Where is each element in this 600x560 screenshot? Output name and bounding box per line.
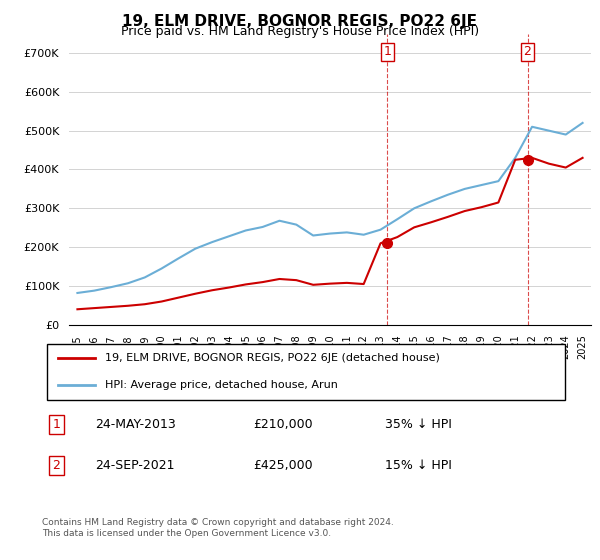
Text: Contains HM Land Registry data © Crown copyright and database right 2024.
This d: Contains HM Land Registry data © Crown c… [42, 518, 394, 538]
Text: 2: 2 [53, 459, 61, 472]
Text: HPI: Average price, detached house, Arun: HPI: Average price, detached house, Arun [106, 380, 338, 390]
Text: 2: 2 [524, 45, 532, 58]
Text: 1: 1 [383, 45, 391, 58]
Text: 15% ↓ HPI: 15% ↓ HPI [385, 459, 452, 472]
Text: 1: 1 [53, 418, 61, 431]
Text: 24-MAY-2013: 24-MAY-2013 [95, 418, 176, 431]
Text: 19, ELM DRIVE, BOGNOR REGIS, PO22 6JE: 19, ELM DRIVE, BOGNOR REGIS, PO22 6JE [122, 14, 478, 29]
FancyBboxPatch shape [47, 344, 565, 400]
Text: Price paid vs. HM Land Registry's House Price Index (HPI): Price paid vs. HM Land Registry's House … [121, 25, 479, 38]
Text: £425,000: £425,000 [253, 459, 313, 472]
Text: 19, ELM DRIVE, BOGNOR REGIS, PO22 6JE (detached house): 19, ELM DRIVE, BOGNOR REGIS, PO22 6JE (d… [106, 353, 440, 363]
Text: £210,000: £210,000 [253, 418, 313, 431]
Text: 24-SEP-2021: 24-SEP-2021 [95, 459, 175, 472]
Text: 35% ↓ HPI: 35% ↓ HPI [385, 418, 452, 431]
